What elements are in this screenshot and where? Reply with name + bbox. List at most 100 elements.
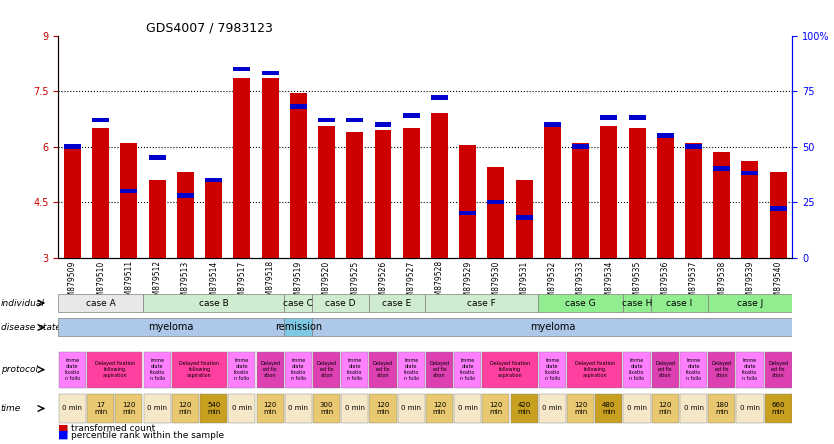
Text: 0 min: 0 min (627, 405, 647, 412)
Bar (172, 393, 199, 424)
Text: time: time (1, 404, 21, 413)
Bar (313, 393, 340, 424)
Text: Imme
diate
fixatio
n follo: Imme diate fixatio n follo (545, 358, 560, 381)
Bar (567, 352, 622, 388)
Bar (539, 393, 566, 424)
Bar (600, 126, 617, 258)
Bar (59, 352, 86, 388)
Bar (374, 130, 391, 258)
Bar (741, 161, 758, 258)
Bar (120, 189, 138, 193)
Text: 0 min: 0 min (458, 405, 478, 412)
Bar (115, 393, 143, 424)
Bar (680, 352, 707, 388)
Text: 17
min: 17 min (94, 402, 108, 415)
Bar (313, 352, 340, 388)
Text: individual: individual (1, 298, 44, 308)
Text: Imme
diate
fixatio
n follo: Imme diate fixatio n follo (630, 358, 645, 381)
Bar (600, 115, 617, 120)
Text: 0 min: 0 min (289, 405, 309, 412)
Text: 120
min: 120 min (490, 402, 503, 415)
Bar (713, 166, 731, 171)
Bar (765, 352, 791, 388)
Bar (284, 352, 312, 388)
Bar (487, 167, 505, 258)
Text: 180
min: 180 min (715, 402, 728, 415)
Text: 660
min: 660 min (771, 402, 785, 415)
Bar (369, 393, 396, 424)
Bar (770, 172, 786, 258)
Bar (482, 393, 510, 424)
Text: Delayed fixation
following
aspiration: Delayed fixation following aspiration (575, 361, 615, 378)
Bar (460, 145, 476, 258)
Text: 0 min: 0 min (684, 405, 704, 412)
Text: 120
min: 120 min (264, 402, 277, 415)
Bar (313, 294, 369, 312)
Bar (595, 393, 622, 424)
Bar (544, 126, 560, 258)
Bar (369, 294, 425, 312)
Text: transformed count: transformed count (71, 424, 155, 433)
Bar (680, 393, 707, 424)
Bar (426, 352, 453, 388)
Bar (346, 132, 364, 258)
Bar (487, 200, 505, 204)
Bar (284, 393, 312, 424)
Text: imme
diate
fixatio
n follo: imme diate fixatio n follo (65, 358, 80, 381)
Text: Delayed
ed fix
ation: Delayed ed fix ation (260, 361, 280, 378)
Bar (143, 352, 171, 388)
Bar (567, 393, 594, 424)
Bar (736, 352, 763, 388)
Text: GDS4007 / 7983123: GDS4007 / 7983123 (147, 21, 274, 34)
Bar (629, 115, 646, 120)
Bar (515, 180, 533, 258)
Text: 0 min: 0 min (232, 405, 252, 412)
Bar (177, 193, 193, 198)
Text: case I: case I (666, 298, 692, 308)
Bar (708, 352, 736, 388)
Bar (460, 211, 476, 215)
Text: ■: ■ (58, 430, 69, 440)
Text: Delayed
ed fix
ation: Delayed ed fix ation (430, 361, 450, 378)
Bar (318, 126, 335, 258)
Bar (685, 143, 702, 258)
Text: 120
min: 120 min (178, 402, 192, 415)
Text: case J: case J (736, 298, 763, 308)
Text: case E: case E (383, 298, 412, 308)
Text: case C: case C (284, 298, 314, 308)
Bar (770, 206, 786, 211)
Bar (572, 144, 589, 149)
Text: case D: case D (325, 298, 356, 308)
Bar (431, 95, 448, 100)
Bar (120, 143, 138, 258)
Text: 120
min: 120 min (659, 402, 672, 415)
Text: 0 min: 0 min (63, 405, 83, 412)
Bar (205, 178, 222, 182)
Text: Imme
diate
fixatio
n follo: Imme diate fixatio n follo (742, 358, 757, 381)
Text: 540
min: 540 min (207, 402, 220, 415)
Bar (741, 171, 758, 175)
Text: Delayed
ed fix
ation: Delayed ed fix ation (768, 361, 788, 378)
Bar (765, 393, 791, 424)
Bar (234, 67, 250, 71)
Bar (403, 128, 420, 258)
Bar (148, 180, 166, 258)
Bar (455, 393, 481, 424)
Bar (482, 352, 538, 388)
Bar (177, 172, 193, 258)
Text: Delayed
ed fix
ation: Delayed ed fix ation (656, 361, 676, 378)
Bar (431, 113, 448, 258)
Text: case A: case A (86, 298, 116, 308)
Text: Imme
diate
fixatio
n follo: Imme diate fixatio n follo (686, 358, 701, 381)
Text: 0 min: 0 min (542, 405, 562, 412)
Bar (374, 122, 391, 127)
Text: Delayed
ed fix
ation: Delayed ed fix ation (316, 361, 337, 378)
Bar (93, 128, 109, 258)
Bar (262, 71, 279, 75)
Text: myeloma: myeloma (530, 322, 575, 333)
Bar (313, 318, 792, 337)
Text: case B: case B (198, 298, 229, 308)
Bar (403, 113, 420, 118)
Bar (707, 294, 792, 312)
Bar (736, 393, 763, 424)
